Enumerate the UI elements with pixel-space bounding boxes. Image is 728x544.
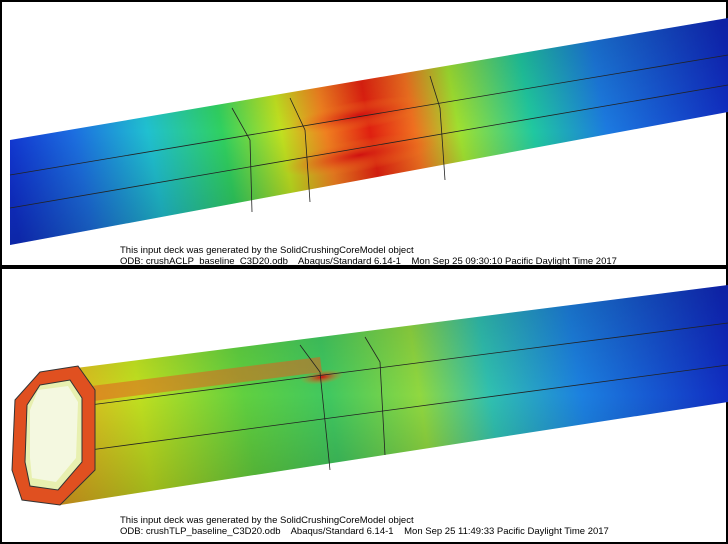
caption: ODB: crushTLP_baseline_C3D20.odb Abaqus/… <box>120 526 609 537</box>
viewport-screenshot: This input deck was generated by the Sol… <box>0 0 728 544</box>
caption: This input deck was generated by the Sol… <box>120 515 414 526</box>
caption: ODB: crushACLP_baseline_C3D20.odb Abaqus… <box>120 256 617 267</box>
caption: This input deck was generated by the Sol… <box>120 245 414 256</box>
